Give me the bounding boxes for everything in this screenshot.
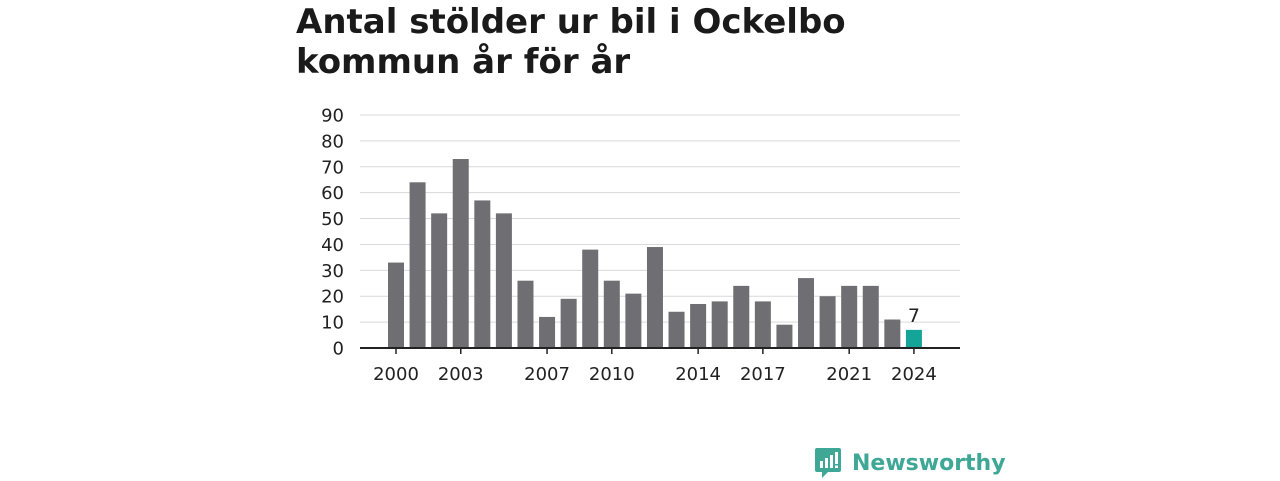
y-axis-tick-labels: 0 10 20 30 40 50 60 70 80 90 xyxy=(321,106,344,360)
x-tick-label: 2024 xyxy=(891,364,937,385)
y-tick-label: 70 xyxy=(321,157,344,178)
bar xyxy=(431,213,448,348)
bar xyxy=(884,319,901,348)
bar xyxy=(560,298,577,348)
bar xyxy=(733,285,750,348)
chart-title: Antal stölder ur bil i Ockelbo kommun år… xyxy=(296,2,846,82)
y-tick-label: 60 xyxy=(321,183,344,204)
y-tick-label: 50 xyxy=(321,209,344,230)
bar xyxy=(409,182,426,348)
bar xyxy=(452,159,469,348)
y-tick-label: 20 xyxy=(321,287,344,308)
newsworthy-logo: Newsworthy xyxy=(814,445,1006,481)
bar xyxy=(539,316,556,348)
bar xyxy=(841,285,858,348)
bar xyxy=(776,324,793,348)
bar xyxy=(582,249,599,348)
y-tick-label: 30 xyxy=(321,261,344,282)
bar xyxy=(754,301,771,348)
y-tick-label: 80 xyxy=(321,131,344,152)
bar xyxy=(474,200,491,348)
x-tick-label: 2007 xyxy=(524,364,570,385)
x-tick-label: 2014 xyxy=(675,364,721,385)
bar xyxy=(862,285,879,348)
x-axis-tick-labels: 2000 2003 2007 2010 2014 2017 2021 2024 xyxy=(373,348,937,385)
x-tick-label: 2021 xyxy=(826,364,872,385)
bar xyxy=(517,280,534,348)
y-tick-label: 0 xyxy=(333,339,344,360)
bar xyxy=(711,301,728,348)
bar xyxy=(798,278,815,348)
brand-name: Newsworthy xyxy=(852,450,1006,476)
bar xyxy=(690,303,707,348)
bars xyxy=(388,159,922,348)
x-tick-label: 2010 xyxy=(589,364,635,385)
bar-chart: 0 10 20 30 40 50 60 70 80 90 2000 2003 2007 2010 2014… xyxy=(321,106,960,385)
y-tick-label: 40 xyxy=(321,235,344,256)
data-label: 7 xyxy=(908,305,920,327)
bar xyxy=(646,247,663,348)
bar xyxy=(819,296,836,348)
y-tick-label: 90 xyxy=(321,106,344,127)
bar xyxy=(603,280,620,348)
bar-highlighted xyxy=(905,329,922,348)
x-tick-label: 2017 xyxy=(740,364,786,385)
bar xyxy=(495,213,512,348)
x-tick-label: 2000 xyxy=(373,364,419,385)
x-tick-label: 2003 xyxy=(438,364,484,385)
y-tick-label: 10 xyxy=(321,313,344,334)
bar xyxy=(668,311,685,348)
newsworthy-logo-icon xyxy=(815,448,841,478)
bar xyxy=(388,262,404,348)
data-labels: 7 xyxy=(908,305,920,327)
bar xyxy=(625,293,642,348)
